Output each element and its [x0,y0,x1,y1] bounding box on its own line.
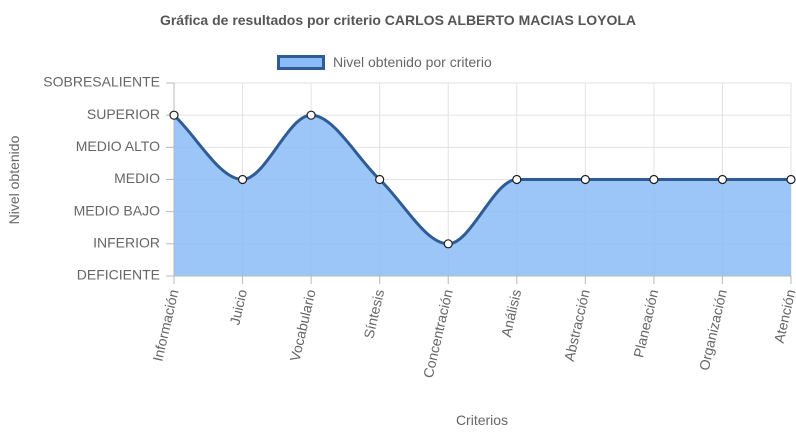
x-tick-labels: Información Juicio Vocabulario Síntesis Conc… [149,288,796,380]
data-point[interactable] [237,174,248,185]
x-tick-label: Organización [696,288,730,372]
data-point[interactable] [717,174,728,185]
x-tick-label: Atención [771,288,796,345]
series-area [174,115,791,277]
y-tick-label: MEDIO BAJO [74,202,160,218]
line-layer [172,113,791,246]
data-point[interactable] [580,174,590,185]
area-layer [174,115,791,277]
data-point[interactable] [443,239,453,249]
series-line [172,113,791,246]
y-tick-label: INFERIOR [93,235,160,251]
data-point[interactable] [512,174,522,185]
legend-label: Nivel obtenido por criterio [333,54,492,70]
data-point[interactable] [169,110,179,120]
x-tick-label: Abstracción [561,288,593,363]
data-point[interactable] [649,174,659,185]
x-tick-label: Información [149,288,181,363]
y-tick-label: DEFICIENTE [77,267,160,283]
x-axis-label: Criterios [455,412,509,428]
x-tick-label: Planeación [630,288,661,359]
data-point[interactable] [306,110,316,120]
point-layer [169,110,796,249]
y-tick-label: SUPERIOR [87,106,160,122]
y-tick-label: MEDIO [114,170,160,186]
chart-title: Gráfica de resultados por criterio CARLO… [159,12,637,28]
legend-swatch [277,54,325,70]
x-tick-label: Análisis [498,288,524,339]
x-tick-label: Juicio [226,288,250,327]
data-point[interactable] [786,174,796,185]
data-point[interactable] [375,174,385,185]
legend[interactable]: Nivel obtenido por criterio [277,52,492,72]
x-tick-label: Síntesis [360,288,387,340]
y-tick-labels: DEFICIENTE INFERIOR MEDIO BAJO MEDIO MEDIO A… [43,74,160,283]
y-tick-label: SOBRESALIENTE [43,74,160,90]
x-tick-label: Vocabulario [287,288,319,363]
y-tick-label: MEDIO ALTO [76,138,160,154]
x-tick-label: Concentración [420,288,456,380]
